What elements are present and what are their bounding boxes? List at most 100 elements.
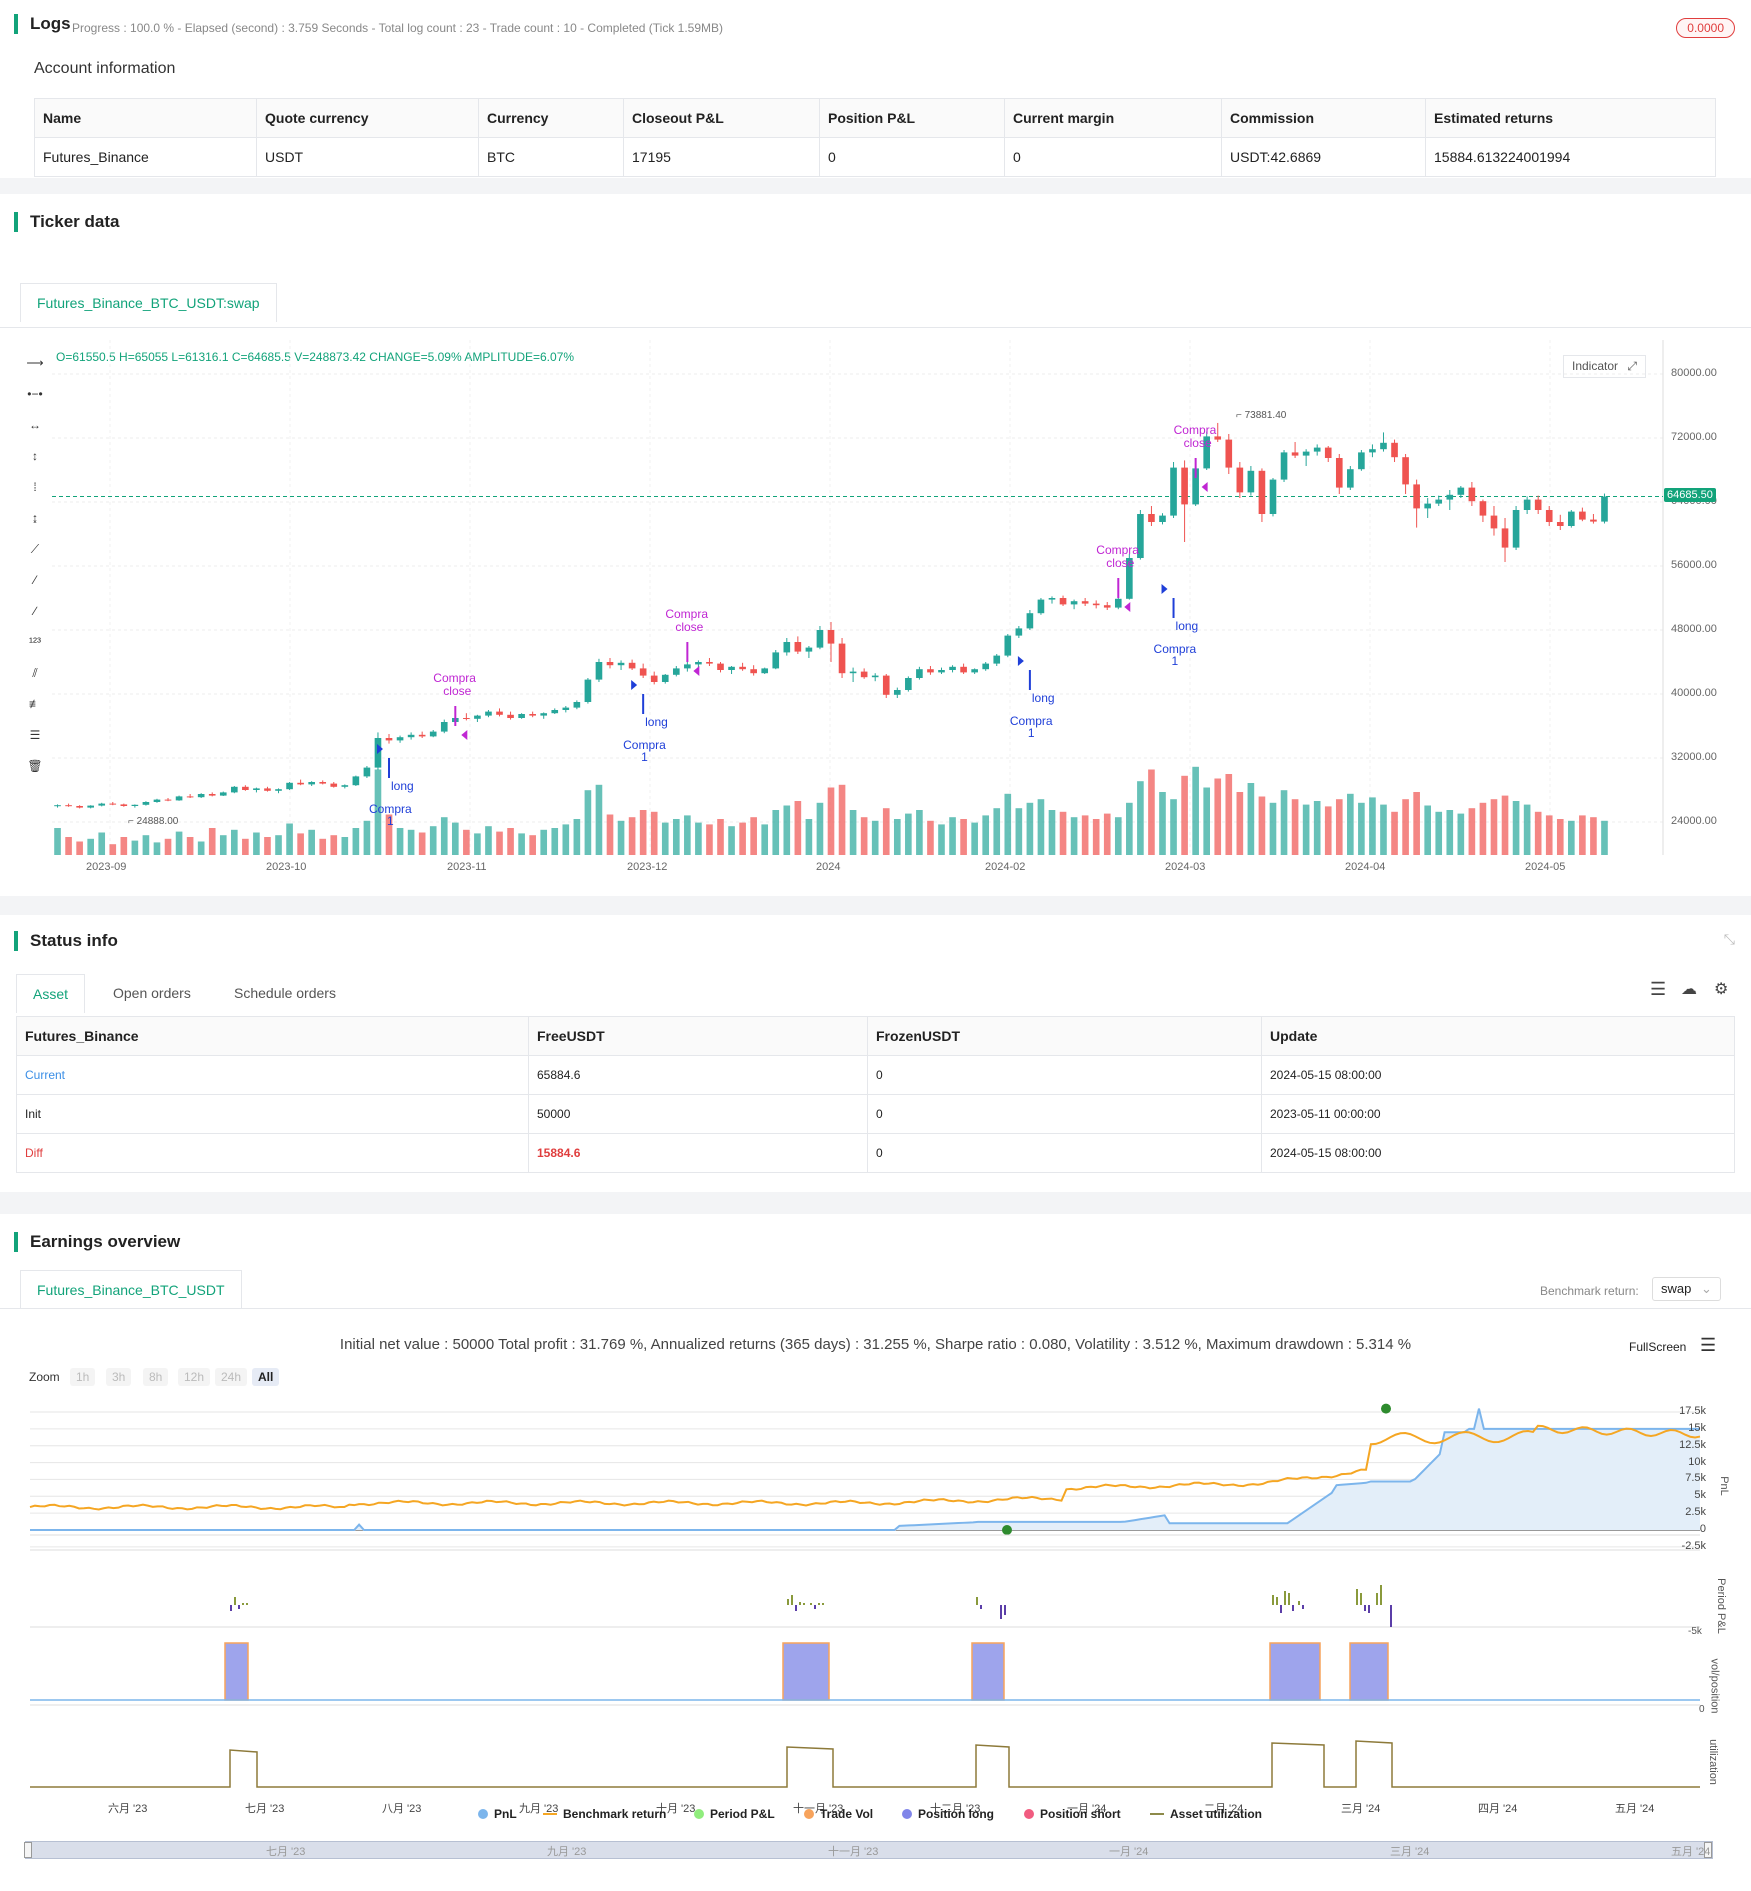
- navigator-handle-right[interactable]: [1704, 1842, 1712, 1858]
- volume-bar: [131, 840, 139, 855]
- logs-panel: Logs Progress : 100.0 % - Elapsed (secon…: [0, 0, 1751, 178]
- horizontal-ray-icon[interactable]: ⟶: [26, 356, 44, 370]
- price-line-icon[interactable]: ¹²³: [29, 635, 41, 649]
- zoom-3h[interactable]: 3h: [106, 1368, 132, 1386]
- legend-item[interactable]: Asset utilization: [1150, 1807, 1262, 1821]
- list-icon[interactable]: ☰: [1650, 979, 1667, 999]
- collapse-icon[interactable]: ⤡: [1723, 931, 1735, 947]
- vertical-segment-icon[interactable]: ↨: [32, 511, 38, 525]
- legend-marker: [804, 1809, 814, 1819]
- legend-item[interactable]: Position long: [902, 1807, 994, 1821]
- horizontal-line-icon[interactable]: •−•: [27, 387, 43, 401]
- candle-body: [684, 664, 691, 669]
- navigator-tick: 十一月 '23: [828, 1846, 879, 1858]
- segment-icon[interactable]: ∕: [33, 604, 36, 618]
- volume-bar: [772, 810, 780, 855]
- candle-body: [1579, 511, 1586, 520]
- volume-bar: [496, 831, 503, 855]
- volume-bar: [1092, 819, 1100, 855]
- benchmark-select[interactable]: swap ⌄: [1652, 1277, 1721, 1301]
- volume-bar: [960, 819, 967, 855]
- period-pnl-bar: [1272, 1595, 1274, 1605]
- volume-bar: [297, 833, 304, 855]
- legend-label: Position short: [1040, 1807, 1121, 1821]
- candle-body: [562, 707, 570, 710]
- volume-bar: [330, 835, 338, 855]
- candle-body: [672, 668, 680, 675]
- trash-icon[interactable]: 🗑: [27, 759, 43, 773]
- x-tick: 2024-02: [985, 861, 1026, 873]
- ray-line-icon[interactable]: ⁄: [33, 573, 36, 587]
- cell: 15884.6: [528, 1133, 868, 1173]
- zoom-1h[interactable]: 1h: [70, 1368, 96, 1386]
- zoom-12h[interactable]: 12h: [178, 1368, 211, 1386]
- candle-body: [1468, 487, 1476, 502]
- fib-icon[interactable]: ≢: [29, 697, 41, 711]
- horizontal-segment-icon[interactable]: ↔: [29, 418, 41, 432]
- close-label: close: [443, 684, 471, 698]
- logs-subtitle: Progress : 100.0 % - Elapsed (second) : …: [72, 21, 723, 35]
- vertical-ray-icon[interactable]: ↕: [32, 449, 38, 463]
- zoom-8h[interactable]: 8h: [143, 1368, 169, 1386]
- candle-body: [706, 662, 713, 664]
- volume-bar: [1313, 801, 1321, 855]
- trend-line-icon[interactable]: ⟋: [30, 542, 40, 556]
- volume-bar: [275, 835, 282, 855]
- tab-earnings-symbol[interactable]: Futures_Binance_BTC_USDT: [20, 1270, 242, 1309]
- volume-bar: [783, 805, 791, 855]
- volume-bar: [706, 824, 713, 855]
- tab-asset[interactable]: Asset: [16, 974, 86, 1013]
- volume-bar: [1148, 769, 1155, 855]
- legend-item[interactable]: Period P&L: [694, 1807, 775, 1821]
- gear-icon[interactable]: ⚙: [1714, 981, 1729, 998]
- cloud-download-icon[interactable]: ☁: [1681, 981, 1697, 998]
- candle-body: [1369, 449, 1376, 453]
- candle-body: [142, 802, 150, 805]
- legend-item[interactable]: PnL: [478, 1807, 517, 1821]
- candle-body: [65, 805, 72, 807]
- cell: 2024-05-15 08:00:00: [1261, 1133, 1735, 1173]
- fullscreen-button[interactable]: FullScreen: [1629, 1340, 1687, 1354]
- volume-bar: [153, 842, 161, 855]
- candle-body: [1159, 515, 1166, 522]
- volume-bar: [485, 826, 492, 855]
- tab-open-orders[interactable]: Open orders: [113, 985, 191, 1001]
- period-pnl-bar: [234, 1597, 236, 1605]
- parallel-channel-icon[interactable]: ⫽: [32, 666, 38, 680]
- candle-body: [352, 776, 360, 786]
- zoom-all[interactable]: All: [252, 1368, 280, 1386]
- candle-body: [971, 669, 978, 673]
- col-free-usdt: FreeUSDT: [528, 1016, 868, 1056]
- candle-body: [1590, 519, 1597, 522]
- summary-text: Initial net value : 50000 Total profit :…: [339, 1336, 1412, 1353]
- tab-schedule-orders[interactable]: Schedule orders: [234, 985, 336, 1001]
- menu-icon[interactable]: ☰: [1700, 1335, 1717, 1355]
- pnl-tick: 10k: [1688, 1455, 1706, 1468]
- volume-bar: [661, 822, 669, 855]
- candle-body: [1192, 468, 1199, 505]
- volume-bar: [750, 817, 757, 855]
- volume-bar: [164, 838, 172, 855]
- compra-label: Compra: [665, 607, 708, 621]
- indicator-label: Indicator: [1572, 359, 1619, 373]
- legend-item[interactable]: Position short: [1024, 1807, 1121, 1821]
- tab-ticker-symbol[interactable]: Futures_Binance_BTC_USDT:swap: [20, 283, 277, 322]
- navigator-handle-left[interactable]: [24, 1842, 32, 1858]
- volume-bar: [1181, 775, 1188, 855]
- candle-body: [860, 671, 868, 678]
- fib-levels-icon[interactable]: ☰: [29, 728, 41, 742]
- vertical-line-icon[interactable]: ⁞: [33, 480, 37, 494]
- legend-item[interactable]: Benchmark return: [543, 1807, 666, 1821]
- volume-bar: [761, 824, 769, 855]
- cell: 17195: [623, 137, 820, 177]
- legend-item[interactable]: Trade Vol: [804, 1807, 873, 1821]
- volume-bar: [219, 835, 227, 855]
- candle-body: [1081, 601, 1089, 604]
- x-tick: 一月 '24: [1067, 1803, 1107, 1815]
- candle-body: [617, 662, 625, 666]
- period-pnl-bar: [1356, 1589, 1358, 1605]
- volume-bar: [1192, 766, 1199, 855]
- zoom-24h[interactable]: 24h: [215, 1368, 248, 1386]
- indicator-button[interactable]: Indicator ⤢: [1563, 355, 1646, 378]
- volume-bar: [739, 822, 746, 855]
